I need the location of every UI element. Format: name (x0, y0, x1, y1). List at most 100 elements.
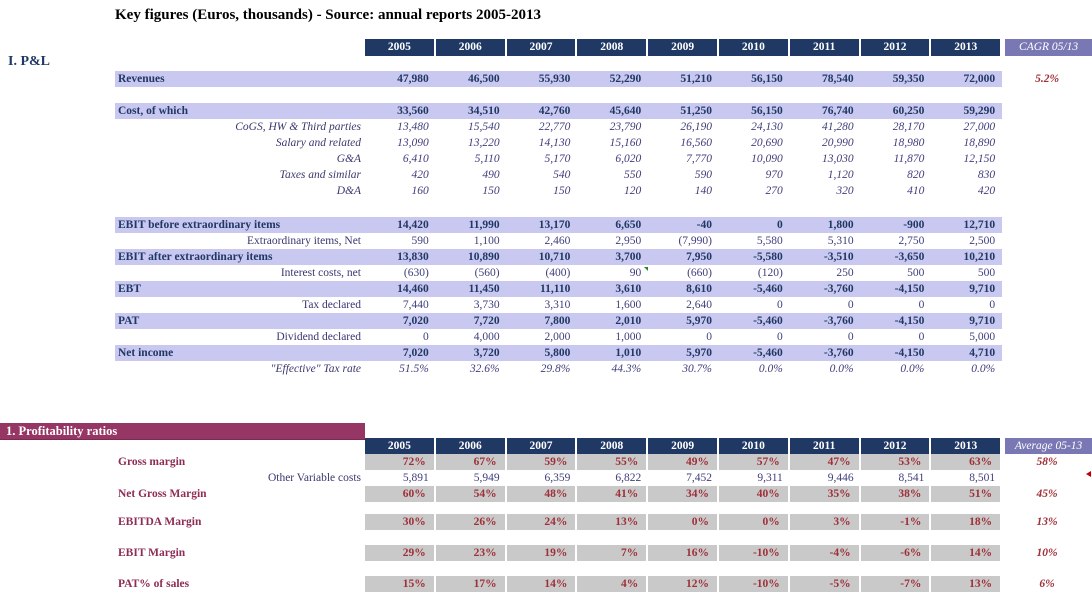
cell-2009[interactable]: 51,210 (648, 71, 719, 87)
cell-2008[interactable]: 52,290 (577, 71, 649, 87)
cell-2005[interactable]: 14,420 (365, 217, 436, 233)
cell-2008[interactable]: 2,950 (615, 235, 642, 247)
cell-2007[interactable]: 29.8% (540, 363, 571, 375)
cell-2009[interactable]: 0 (706, 331, 712, 343)
cell-2013[interactable]: 51% (931, 486, 1003, 502)
year-header-2009[interactable]: 2009 (648, 39, 719, 56)
cell-2012[interactable]: 0 (918, 299, 925, 311)
cell-2013[interactable]: 2,500 (969, 235, 996, 247)
row-label[interactable]: CoGS, HW & Third parties (235, 121, 361, 133)
cell-2008[interactable]: 90 (577, 265, 649, 281)
year-header-2010[interactable]: 2010 (718, 438, 790, 454)
cell-2006[interactable]: 5,949 (473, 472, 500, 484)
cell-2009[interactable]: 16,560 (680, 137, 712, 149)
avg-cell[interactable]: 45% (1036, 488, 1058, 500)
year-header-2008[interactable]: 2008 (577, 438, 649, 454)
cagr-cell[interactable]: 5.2% (1035, 73, 1060, 85)
cell-2006[interactable]: 490 (482, 169, 500, 181)
cell-2009[interactable]: (7,990) (678, 235, 712, 247)
cell-2011[interactable]: 320 (836, 185, 854, 197)
cell-2013[interactable]: 830 (977, 169, 996, 181)
cell-2011[interactable]: 3% (789, 514, 861, 530)
cell-2005[interactable]: 7,020 (365, 313, 436, 329)
cell-2008[interactable]: 6,822 (615, 472, 642, 484)
avg-cell[interactable] (1002, 470, 1092, 486)
cell-2005[interactable]: 60% (365, 486, 436, 502)
cell-2006[interactable]: 15,540 (467, 121, 500, 133)
row-label[interactable]: EBT (115, 281, 365, 297)
ratios-banner[interactable]: 1. Profitability ratios (0, 423, 365, 440)
cell-2013[interactable]: 0 (989, 299, 996, 311)
cell-2007[interactable]: 14,130 (538, 137, 571, 149)
cell-2005[interactable]: 590 (411, 235, 429, 247)
cell-2010[interactable]: 56,150 (718, 103, 790, 119)
cagr-cell[interactable] (1002, 297, 1092, 313)
row-label[interactable]: Other Variable costs (267, 472, 361, 484)
cell-2009[interactable]: 2,640 (686, 299, 712, 311)
cagr-cell[interactable] (1002, 249, 1092, 265)
cell-2012[interactable]: 11,870 (893, 153, 925, 165)
cagr-cell[interactable] (1002, 361, 1092, 377)
cell-2006[interactable]: 7,720 (435, 313, 507, 329)
cell-2009[interactable]: (660) (687, 267, 712, 279)
cell-2012[interactable]: 59,350 (860, 71, 932, 87)
cell-2005[interactable]: 13,480 (397, 121, 429, 133)
row-label[interactable]: Gross margin (118, 456, 186, 468)
year-header-2011[interactable]: 2011 (789, 438, 861, 454)
avg-cell[interactable]: 10% (1036, 547, 1058, 559)
cell-2007[interactable]: 5,170 (544, 153, 571, 165)
cell-2011[interactable]: -4% (789, 545, 861, 561)
cell-2010[interactable]: 40% (718, 486, 790, 502)
cell-2013[interactable]: 59,290 (931, 103, 1003, 119)
cell-2005[interactable]: 33,560 (365, 103, 436, 119)
cell-2008[interactable]: 3,700 (577, 249, 649, 265)
cell-2010[interactable]: 0 (718, 217, 790, 233)
cell-2008[interactable]: 45,640 (577, 103, 649, 119)
cell-2007[interactable]: 13,170 (506, 217, 578, 233)
cell-2007[interactable]: 42,760 (506, 103, 578, 119)
cell-2010[interactable]: 9,311 (757, 472, 783, 484)
cell-2012[interactable]: 0.0% (900, 363, 925, 375)
year-header-2008[interactable]: 2008 (577, 39, 649, 56)
year-header-2011[interactable]: 2011 (789, 39, 861, 56)
cell-2010[interactable]: 970 (765, 169, 783, 181)
cell-2011[interactable]: 76,740 (789, 103, 861, 119)
row-label[interactable]: G&A (336, 153, 361, 165)
cell-2013[interactable]: 63% (931, 454, 1003, 470)
cell-2011[interactable]: 9,446 (827, 472, 854, 484)
cell-2013[interactable]: 10,210 (931, 249, 1003, 265)
year-header-2007[interactable]: 2007 (506, 438, 578, 454)
cell-2007[interactable]: 5,800 (506, 345, 578, 361)
cagr-cell[interactable] (1002, 345, 1092, 361)
page-title[interactable]: Key figures (Euros, thousands) - Source:… (115, 7, 542, 23)
cell-2006[interactable]: 11,990 (435, 217, 507, 233)
cagr-cell[interactable] (1002, 167, 1092, 183)
cell-2008[interactable]: 15,160 (609, 137, 642, 149)
cell-2005[interactable]: 7,440 (402, 299, 429, 311)
cell-2007[interactable]: 3,310 (544, 299, 571, 311)
year-header-2012[interactable]: 2012 (860, 39, 932, 56)
row-label[interactable]: Interest costs, net (280, 267, 361, 279)
cagr-cell[interactable] (1002, 151, 1092, 167)
cell-2012[interactable]: 28,170 (892, 121, 925, 133)
cell-2006[interactable]: 13,220 (467, 137, 500, 149)
year-header-2013[interactable]: 2013 (931, 438, 1003, 454)
cell-2013[interactable]: 4,710 (931, 345, 1003, 361)
cell-2006[interactable]: 5,110 (474, 153, 500, 165)
cell-2009[interactable]: 30.7% (682, 363, 712, 375)
cell-2008[interactable]: 3,610 (577, 281, 649, 297)
cell-2008[interactable]: 4% (577, 576, 649, 592)
row-label[interactable]: Taxes and similar (279, 169, 361, 181)
cell-2007[interactable]: 24% (506, 514, 578, 530)
cagr-cell[interactable] (1002, 313, 1092, 329)
cell-2012[interactable]: -1% (860, 514, 932, 530)
cell-2005[interactable]: (630) (403, 267, 429, 279)
cell-2005[interactable]: 160 (411, 185, 429, 197)
cell-2006[interactable]: 32.6% (469, 363, 500, 375)
row-label[interactable]: EBITDA Margin (118, 516, 202, 528)
cell-2008[interactable]: 2,010 (577, 313, 649, 329)
cell-2010[interactable]: (120) (757, 267, 783, 279)
cell-2008[interactable]: 44.3% (611, 363, 642, 375)
row-label[interactable]: Salary and related (275, 137, 361, 149)
cell-2011[interactable]: 0.0% (829, 363, 854, 375)
